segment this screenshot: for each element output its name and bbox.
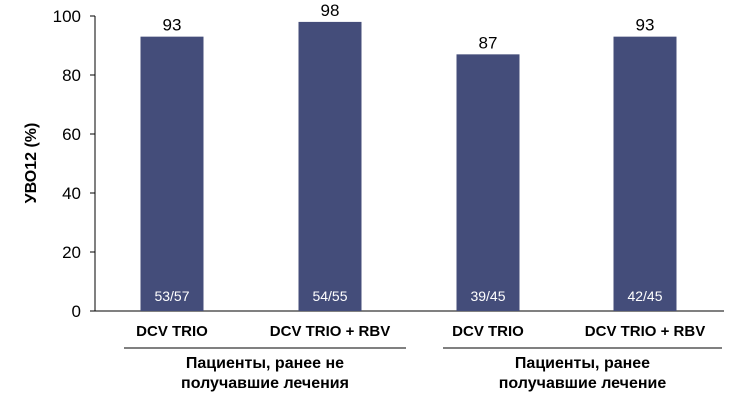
bar-fraction-label: 53/57 [154,288,189,304]
bar-value-label: 98 [321,1,340,20]
group-label-line: получавшие лечение [499,375,667,392]
group-label-line: Пациенты, ранее не [186,355,344,372]
bar-value-label: 93 [636,16,655,35]
category-labels: DCV TRIO DCV TRIO + RBV DCV TRIO DCV TRIO +… [136,323,705,340]
bar-value-label: 93 [163,16,182,35]
x-category-label: DCV TRIO [452,323,524,340]
x-category-label: DCV TRIO + RBV [585,323,705,340]
x-category-label: DCV TRIO + RBV [270,323,390,340]
y-tick-label: 20 [62,243,81,262]
bar-fraction-label: 39/45 [470,288,505,304]
bar [298,21,362,312]
bar [613,36,677,312]
y-tick-label: 60 [62,125,81,144]
group-label-line: получавшие лечения [181,375,349,392]
y-tick-label: 0 [72,302,81,321]
y-tick-label: 80 [62,66,81,85]
bar-value-label: 87 [479,33,498,52]
bar-fraction-label: 54/55 [312,288,347,304]
y-tick-label: 40 [62,184,81,203]
x-category-label: DCV TRIO [136,323,208,340]
bar [456,54,520,311]
group-labels: Пациенты, ранее не получавшие лечения Паци… [124,347,722,392]
y-axis-title: УВО12 (%) [23,123,40,204]
bar [140,36,204,312]
y-axis-ticks: 0 20 40 60 80 100 [53,7,95,321]
group-label-line: Пациенты, ранее [515,355,650,372]
y-tick-label: 100 [53,7,81,26]
bars: 93 53/57 98 54/55 87 39/45 93 42/45 [140,1,677,312]
bar-fraction-label: 42/45 [627,288,662,304]
